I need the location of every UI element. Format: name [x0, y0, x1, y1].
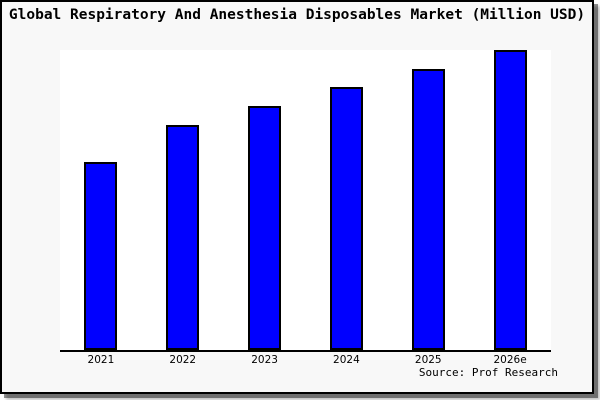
x-tick-label-2022: 2022	[169, 354, 197, 366]
x-tick-label-2024: 2024	[333, 354, 360, 366]
x-axis-labels: 2021 2022 2023 2024 2025 2026e	[60, 354, 551, 370]
x-tick-label-2026e: 2026e	[493, 354, 527, 366]
bar-2025	[411, 69, 445, 350]
plot-area	[60, 50, 551, 350]
bar-2022	[166, 125, 200, 350]
bar-2023	[248, 106, 282, 350]
x-tick-label-2025: 2025	[414, 354, 442, 366]
source-credit: Source: Prof Research	[418, 366, 558, 379]
bar-2026e	[493, 50, 527, 350]
bar-2024	[329, 87, 363, 350]
x-tick-label-2021: 2021	[87, 354, 115, 366]
chart-frame: Global Respiratory And Anesthesia Dispos…	[0, 0, 594, 394]
bar-2021	[84, 162, 118, 350]
x-axis-line	[60, 350, 551, 352]
x-tick-label-2023: 2023	[251, 354, 278, 366]
chart-title: Global Respiratory And Anesthesia Dispos…	[8, 7, 586, 23]
